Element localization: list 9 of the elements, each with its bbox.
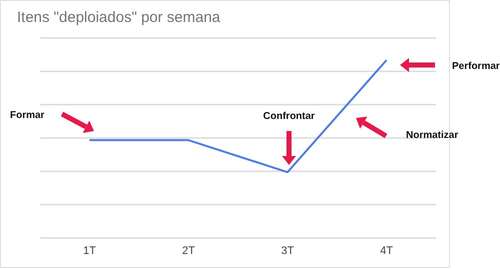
text: Performar: [452, 61, 500, 72]
x-tick-label: 1T: [83, 244, 96, 257]
annotation: Confrontar: [263, 111, 315, 122]
annotation: Formar: [10, 110, 45, 121]
chart-title: Itens "deploiados" por semana: [17, 9, 220, 26]
x-tick-label: 2T: [182, 244, 196, 257]
annotation: Normatizar: [406, 130, 458, 141]
x-tick-label: 3T: [281, 244, 294, 257]
x-tick-label: 4T: [380, 244, 394, 257]
